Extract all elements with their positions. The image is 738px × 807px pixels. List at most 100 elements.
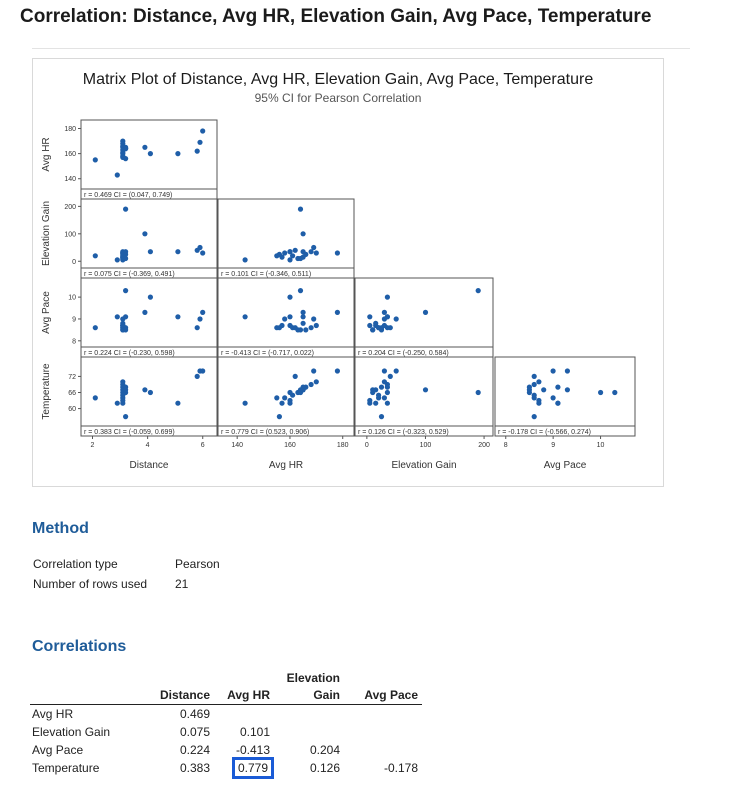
data-point [287,400,293,406]
method-label: Correlation type [33,557,118,571]
data-point [384,314,390,320]
correlation-label: r = -0.178 CI = (-0.566, 0.274) [498,429,591,436]
data-point [300,249,306,255]
data-point [300,320,306,326]
data-point [120,400,126,406]
method-heading: Method [32,520,89,537]
method-row: Correlation type Pearson [33,554,220,574]
data-point [123,146,129,152]
data-point [378,325,385,331]
data-point [311,368,317,374]
y-tick-label: 66 [68,390,76,397]
col-header-distance: Distance [159,688,210,702]
data-point [311,316,317,322]
data-point [123,156,129,162]
y-axis-label-elevation-gain: Elevation Gain [41,201,52,266]
data-point [564,387,571,393]
data-point [114,172,120,178]
row-label: Elevation Gain [32,725,111,739]
data-point [114,314,120,320]
data-point [276,414,282,420]
y-axis-label-avg-hr: Avg HR [41,137,52,171]
data-point [200,128,206,134]
table-row: Elevation Gain 0.075 0.101 [30,723,422,741]
correlation-label: r = 0.101 CI = (-0.346, 0.511) [221,271,311,278]
data-point [393,316,399,322]
data-point [531,414,537,420]
data-point [370,327,376,333]
data-point [287,389,293,396]
data-point [92,325,98,331]
chart-title: Matrix Plot of Distance, Avg HR, Elevati… [83,71,594,88]
correlation-cell: 0.126 [309,761,340,775]
method-value: Pearson [175,557,220,571]
data-point [300,309,306,315]
data-point [292,325,298,331]
row-label: Avg HR [32,707,74,721]
data-point [279,400,285,406]
data-point [92,253,98,259]
panel-frame [354,356,494,437]
data-point [147,389,153,396]
panel-frame [80,277,218,358]
correlation-label: r = 0.779 CI = (0.523, 0.906) [221,429,309,436]
data-point [308,249,314,255]
panel-frame [80,356,218,437]
data-point [194,373,200,379]
panel-frame [80,119,218,200]
data-point [308,325,314,331]
data-point [200,368,206,374]
data-point [175,400,181,406]
y-tick-label: 160 [64,151,76,158]
y-tick-label: 8 [72,338,76,345]
data-point [175,249,181,255]
data-point [373,322,379,329]
data-point [308,381,314,388]
correlation-cell: 0.224 [179,743,210,757]
data-point [123,288,129,294]
data-point [300,387,306,393]
correlation-cell [274,705,344,724]
data-point [287,322,293,329]
data-point [378,384,385,390]
correlation-cell [344,705,422,724]
data-point [313,250,319,256]
matrix-plot-svg: Matrix Plot of Distance, Avg HR, Elevati… [41,71,636,471]
method-value: 21 [175,577,189,591]
data-point [242,400,248,406]
data-point [142,144,148,150]
data-point [334,250,340,256]
data-point [142,387,148,393]
data-point [147,294,153,300]
data-point [197,316,203,322]
correlation-cell [344,723,422,741]
y-tick-label: 9 [72,316,76,323]
data-point [381,309,387,315]
data-point [384,389,390,396]
correlation-label: r = -0.413 CI = (-0.717, 0.022) [221,350,314,357]
data-point [287,294,293,300]
data-point [303,327,309,333]
data-point [313,322,319,329]
col-header-line: Gain [313,688,340,702]
data-point [114,400,120,406]
data-point [598,389,604,396]
table-header-row: Distance Avg HR Elevation Gain Avg Pace [30,670,422,705]
col-header-avg-pace: Avg Pace [364,688,418,702]
data-point [300,314,306,320]
data-point [287,257,293,263]
correlation-cell: -0.413 [235,743,270,757]
x-tick-label: 140 [231,442,243,449]
correlation-cell: 0.204 [309,743,340,757]
panel-frame [80,198,218,279]
data-point [123,206,129,212]
x-tick-label: 100 [420,442,432,449]
data-point [422,309,429,315]
data-point [531,381,537,388]
data-point [123,414,129,420]
data-point [282,395,288,401]
correlation-cell: 0.075 [179,725,210,739]
data-point [531,392,537,398]
data-point [541,387,547,393]
data-point [123,387,129,393]
